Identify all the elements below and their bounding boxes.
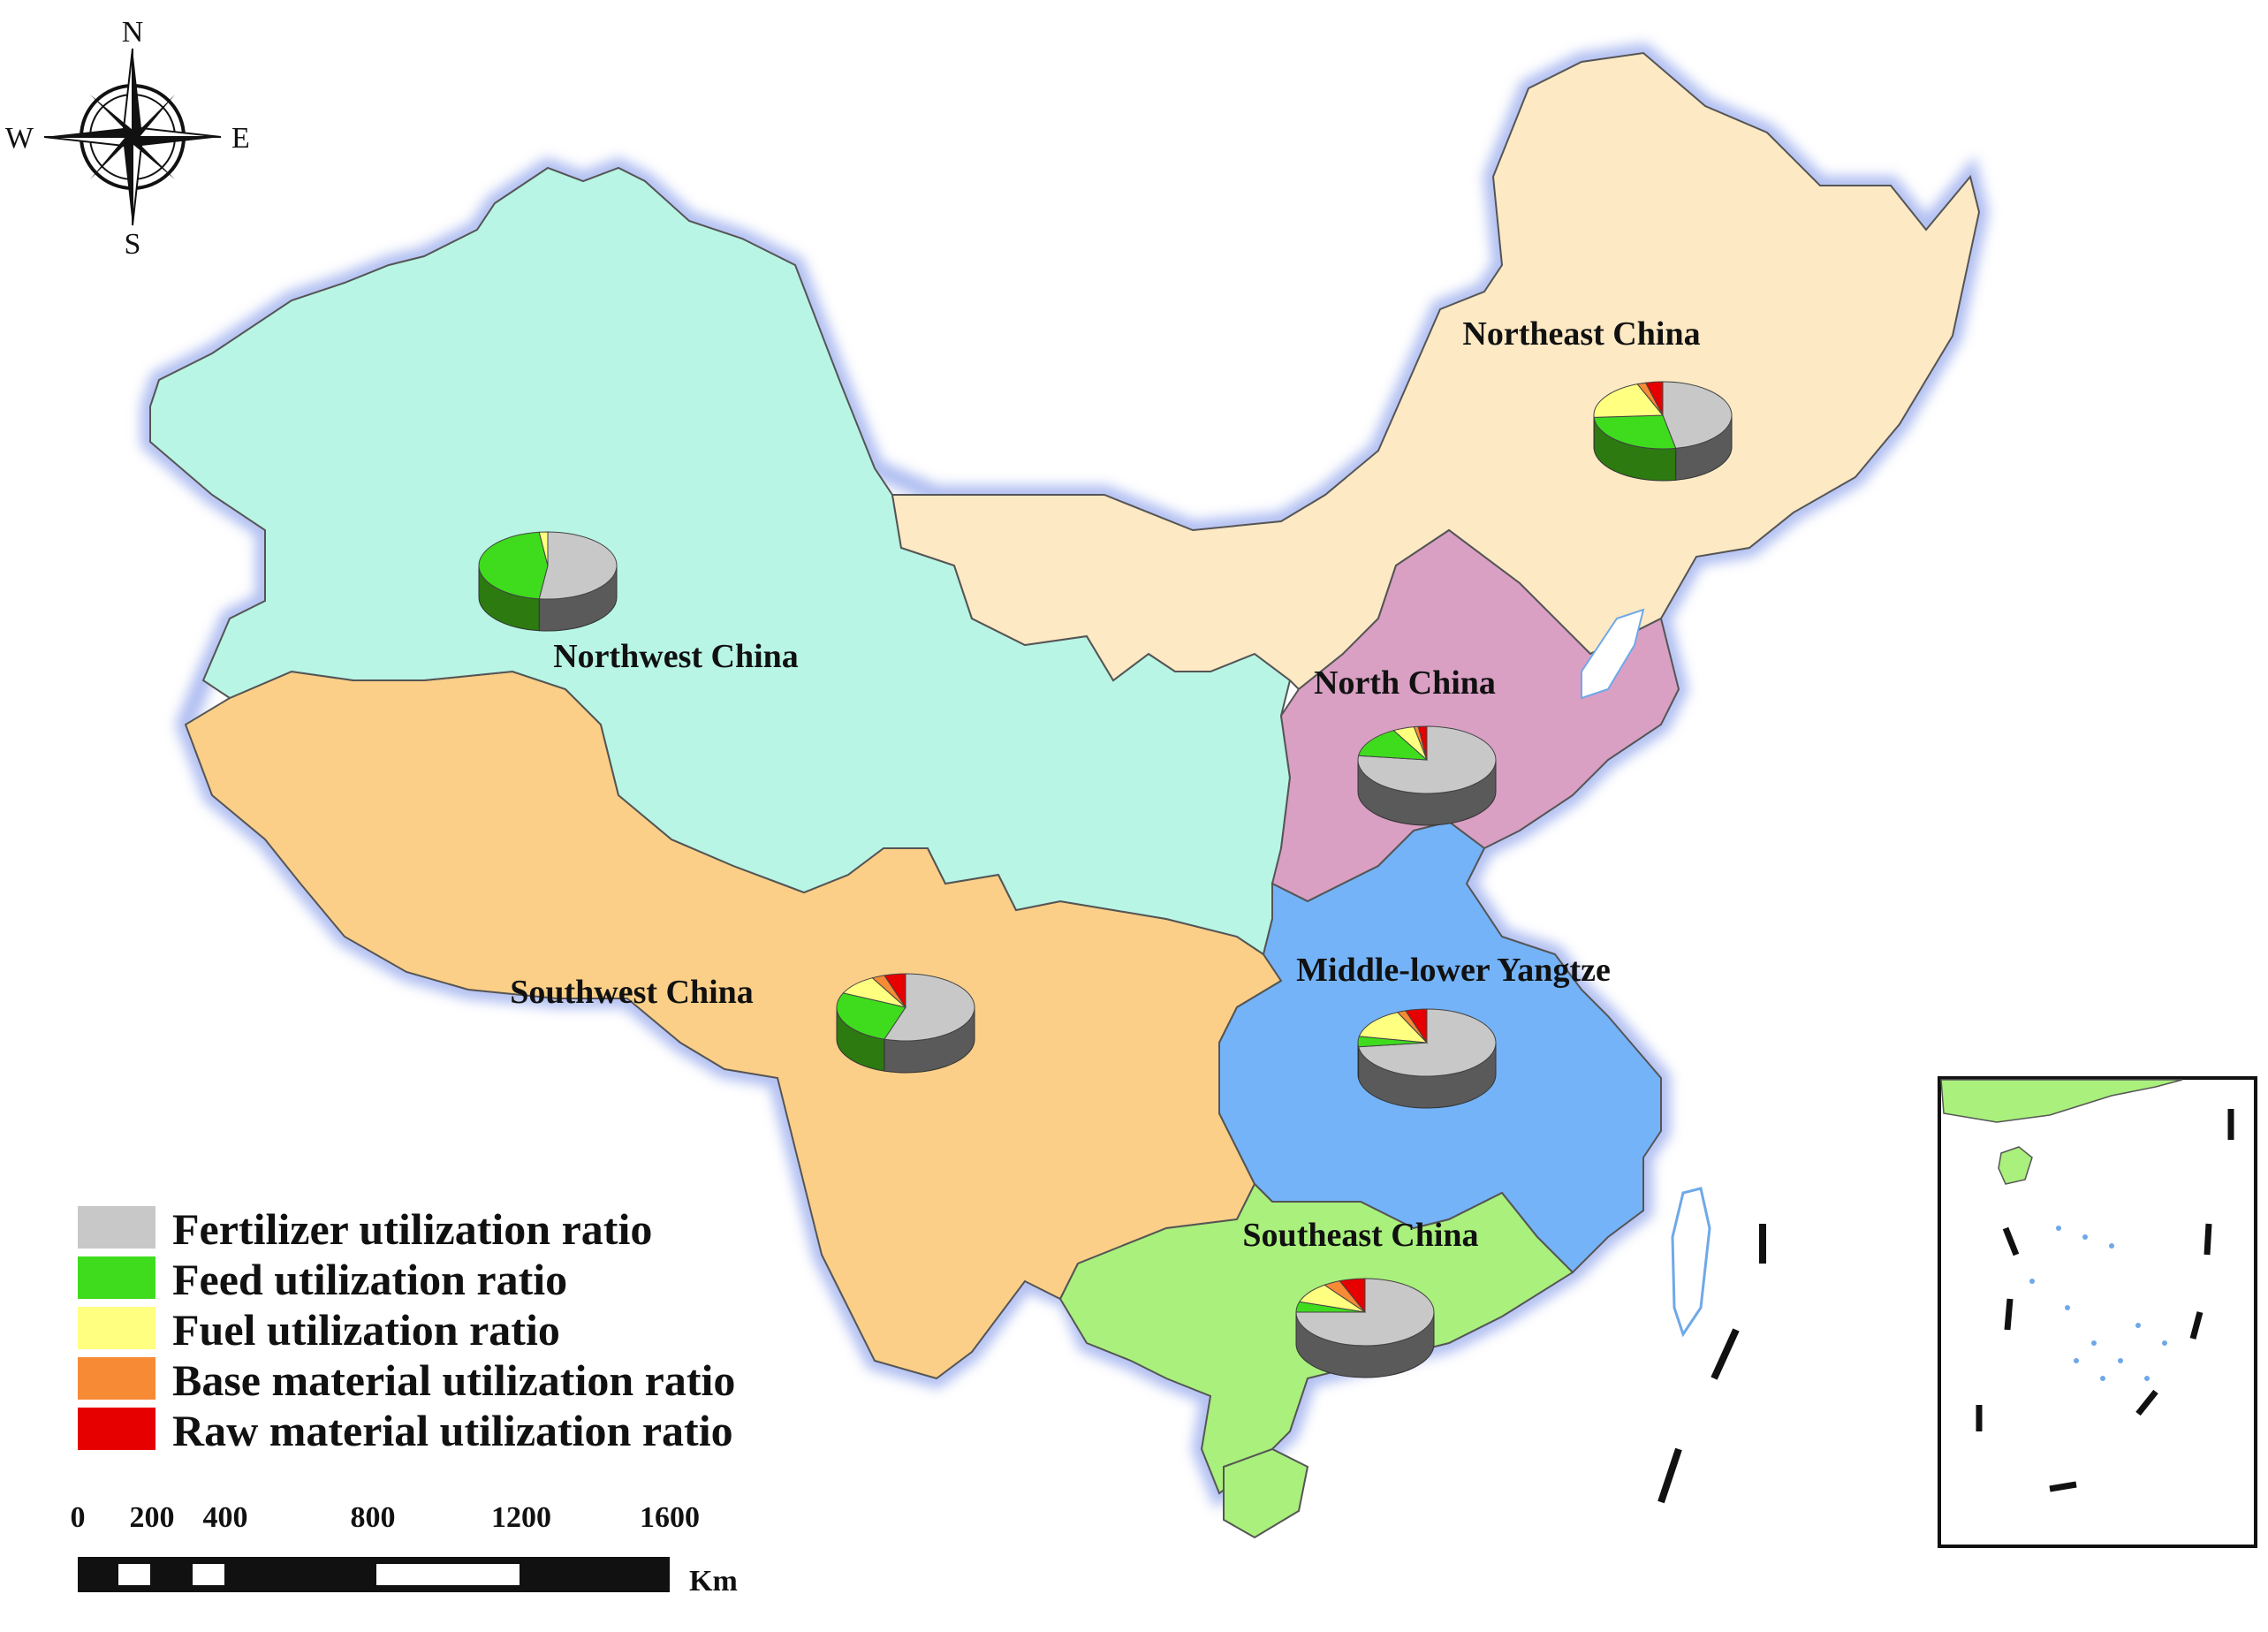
island-taiwan	[1671, 1187, 1711, 1338]
pie-north	[1357, 725, 1497, 826]
legend-swatch-fertilizer	[78, 1206, 155, 1249]
pie-southwest	[836, 973, 975, 1074]
compass-north: N	[122, 16, 144, 49]
scale-tick-800: 800	[351, 1501, 396, 1534]
legend-label-raw-material: Raw material utilization ratio	[172, 1406, 733, 1455]
scale-tick-400: 400	[203, 1501, 248, 1534]
inset-map-south-china-sea	[1938, 1076, 2257, 1548]
pie-slice-southwest-raw-material-utilization-ratio	[884, 973, 906, 1009]
pie-slice-middle-raw-material-utilization-ratio	[1405, 1008, 1428, 1044]
legend-label-fuel: Fuel utilization ratio	[172, 1305, 560, 1355]
pie-slice-northwest-feed-utilization-ratio	[478, 531, 549, 600]
legend-swatch-base-material	[78, 1357, 155, 1400]
label-southwest: Southwest China	[510, 974, 754, 1011]
bohai-sea	[1581, 608, 1645, 700]
pie-slice-northeast-fertilizer-utilization-ratio	[1662, 381, 1733, 449]
pie-slice-north-raw-material-utilization-ratio	[1417, 725, 1428, 761]
label-north: North China	[1314, 664, 1496, 702]
compass-rose-icon: N S E W	[5, 16, 250, 261]
label-southeast: Southeast China	[1242, 1217, 1478, 1254]
scale-tick-0: 0	[71, 1501, 86, 1534]
pie-slice-southeast-raw-material-utilization-ratio	[1339, 1278, 1366, 1314]
pie-southeast	[1295, 1278, 1435, 1378]
scale-tick-200: 200	[130, 1501, 175, 1534]
pie-slice-southwest-fertilizer-utilization-ratio	[884, 973, 975, 1042]
pie-charts	[478, 381, 1733, 1378]
pie-northwest	[478, 531, 618, 632]
legend-swatch-fuel	[78, 1307, 155, 1349]
pie-slice-southeast-fertilizer-utilization-ratio	[1295, 1278, 1435, 1347]
legend-swatch-raw-material	[78, 1408, 155, 1450]
island-hainan	[1223, 1447, 1309, 1539]
pie-slice-southwest-feed-utilization-ratio	[836, 992, 906, 1040]
nine-dash-line	[1657, 1224, 1766, 1504]
pie-slice-northwest-fuel-utilization-ratio	[538, 531, 549, 566]
legend-swatch-feed	[78, 1256, 155, 1299]
compass-south: S	[125, 228, 141, 261]
pie-slice-north-feed-utilization-ratio	[1357, 730, 1429, 761]
scale-tick-1200: 1200	[491, 1501, 551, 1534]
legend-label-fertilizer: Fertilizer utilization ratio	[172, 1204, 652, 1254]
scale-bar: 0 200 400 800 1200 1600 Km	[71, 1501, 738, 1598]
pie-northeast	[1593, 381, 1733, 482]
compass-west: W	[5, 122, 34, 155]
scale-unit: Km	[689, 1565, 738, 1598]
pie-slice-northeast-raw-material-utilization-ratio	[1644, 381, 1664, 416]
legend-label-base-material: Base material utilization ratio	[172, 1355, 735, 1405]
label-northwest: Northwest China	[553, 638, 799, 675]
pie-slice-northeast-feed-utilization-ratio	[1593, 414, 1677, 450]
pie-slice-northwest-fertilizer-utilization-ratio	[538, 531, 618, 600]
pie-slice-middle-fuel-utilization-ratio	[1358, 1012, 1429, 1044]
pie-slice-northeast-fuel-utilization-ratio	[1593, 383, 1665, 418]
legend-label-feed: Feed utilization ratio	[172, 1255, 567, 1304]
region-northeast[interactable]	[891, 51, 1981, 691]
legend: Fertilizer utilization ratio Feed utiliz…	[78, 1204, 735, 1455]
pie-middle	[1357, 1008, 1497, 1109]
label-northeast: Northeast China	[1462, 315, 1700, 353]
label-middle-lower-yangtze: Middle-lower Yangtze	[1296, 952, 1611, 989]
compass-east: E	[231, 122, 250, 155]
scale-tick-1600: 1600	[640, 1501, 700, 1534]
